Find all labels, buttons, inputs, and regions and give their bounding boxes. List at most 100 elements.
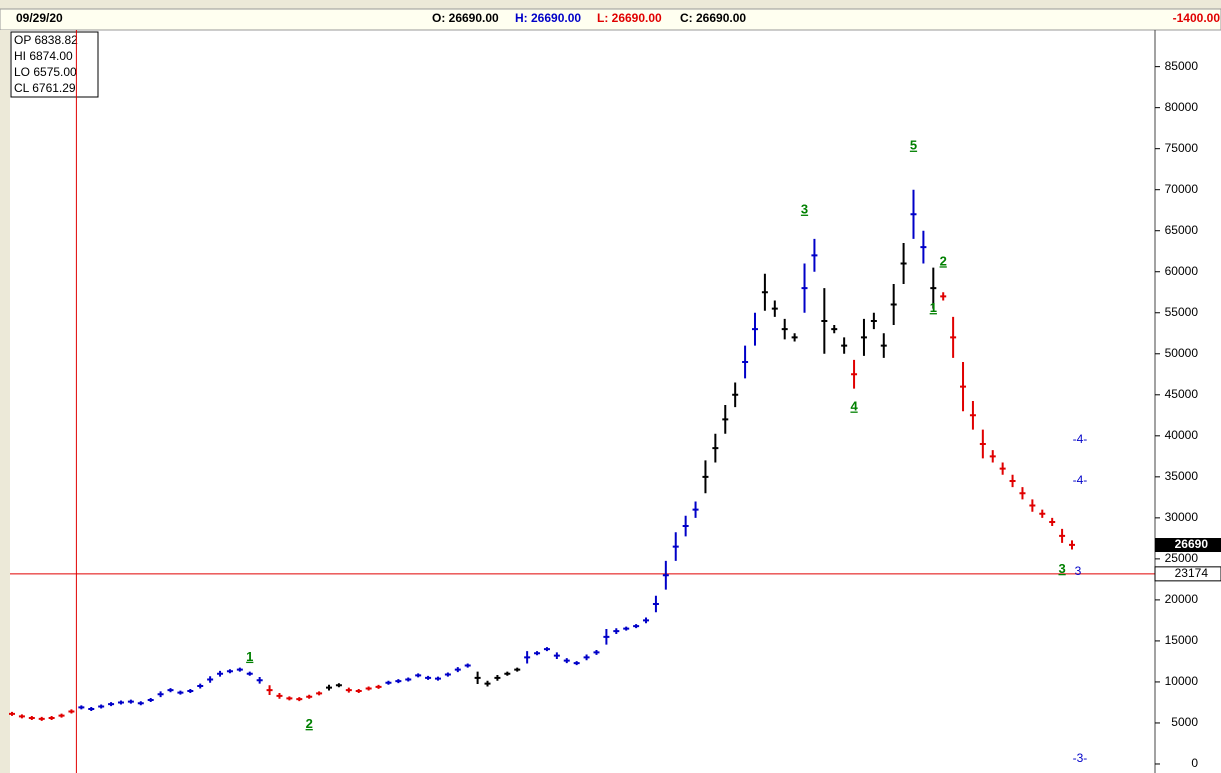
price-bar (1039, 509, 1046, 518)
price-bar (831, 325, 838, 334)
price-bar (127, 699, 134, 704)
y-tick-label: 35000 (1165, 469, 1199, 483)
price-bar (751, 312, 758, 346)
wave-label: 4 (850, 399, 858, 414)
price-bar (9, 711, 15, 716)
price-bar (613, 628, 620, 634)
y-tick-label: 55000 (1165, 305, 1199, 319)
price-bar (18, 714, 25, 719)
info-line: CL 6761.29 (14, 81, 76, 95)
wave-label: -4- (1073, 473, 1088, 487)
price-bar (187, 688, 194, 693)
price-bar (236, 667, 243, 672)
last-price-label: 26690 (1175, 537, 1209, 551)
y-tick-label: 30000 (1165, 510, 1199, 524)
price-bar (672, 532, 679, 561)
y-tick-label: 85000 (1165, 59, 1199, 73)
price-bar (989, 450, 996, 463)
price-bar (484, 680, 491, 687)
price-bar (306, 694, 313, 699)
header-date: 09/29/20 (16, 11, 63, 25)
price-bar (296, 697, 303, 702)
price-bar (316, 691, 323, 696)
price-bar (682, 515, 689, 537)
price-bar (1019, 487, 1026, 500)
price-bar (256, 677, 263, 684)
price-bar (791, 333, 798, 342)
price-bar (88, 707, 95, 712)
wave-label: 2 (940, 253, 947, 268)
price-bar (573, 661, 580, 666)
wave-label: 5 (910, 138, 917, 153)
price-bar (1009, 474, 1016, 488)
price-bar (177, 690, 184, 695)
y-tick-label: 40000 (1165, 428, 1199, 442)
price-bar (553, 652, 560, 659)
price-bar (583, 654, 590, 661)
header-high: H: 26690.00 (515, 11, 581, 25)
price-bar (226, 669, 233, 674)
side-toolbar (0, 30, 10, 773)
price-bar (732, 382, 739, 408)
price-bar (821, 288, 828, 354)
price-bar (345, 687, 352, 693)
header-low: L: 26690.00 (597, 11, 662, 25)
price-bar (246, 671, 253, 676)
wave-label: 3 (1075, 564, 1082, 578)
price-bar (415, 673, 422, 678)
wave-label: 1 (246, 649, 253, 664)
price-bar (78, 705, 85, 710)
price-bar (286, 696, 293, 701)
y-tick-label: 50000 (1165, 346, 1199, 360)
y-tick-label: 60000 (1165, 264, 1199, 278)
price-bar (58, 713, 65, 718)
price-bar (117, 700, 124, 705)
price-bar (811, 238, 818, 272)
price-bar (880, 333, 887, 358)
price-bar (563, 658, 570, 664)
price-bar (771, 300, 778, 317)
price-bar (851, 359, 858, 389)
price-bar (514, 667, 521, 672)
info-line: LO 6575.00 (14, 65, 77, 79)
price-bar (464, 663, 471, 668)
price-bar (543, 647, 550, 652)
crosshair-label: 23174 (1175, 566, 1209, 580)
price-bar (167, 688, 174, 693)
y-tick-label: 10000 (1165, 674, 1199, 688)
price-bar (276, 693, 283, 699)
y-tick-label: 75000 (1165, 141, 1199, 155)
wave-label: 3 (801, 202, 808, 217)
price-bar (643, 617, 650, 624)
price-bar (375, 684, 382, 689)
price-bar (1069, 540, 1075, 550)
price-bar (365, 686, 372, 691)
wave-label: 1 (930, 300, 937, 315)
price-bar (950, 316, 957, 358)
price-bar (434, 676, 441, 681)
y-tick-label: 45000 (1165, 387, 1199, 401)
crosshair-box (1154, 566, 1221, 582)
price-bar (335, 683, 342, 688)
price-bar (137, 701, 144, 706)
price-bar (217, 670, 224, 677)
price-bar (28, 716, 35, 721)
price-bar (603, 629, 610, 645)
price-bar (979, 429, 986, 459)
price-bar (68, 709, 75, 714)
price-bar (870, 312, 877, 330)
price-bar (890, 284, 897, 326)
y-tick-label: 5000 (1171, 715, 1198, 729)
wave-label: 3 (1058, 561, 1065, 576)
header-open: O: 26690.00 (432, 11, 499, 25)
price-bar (207, 676, 214, 683)
price-bar (960, 361, 967, 412)
header-close: C: 26690.00 (680, 11, 746, 25)
info-box (10, 31, 99, 98)
price-bar (652, 595, 659, 613)
price-bar (425, 675, 432, 680)
price-bar (761, 273, 768, 311)
price-bar (1029, 499, 1036, 512)
header-bar (0, 8, 1221, 31)
